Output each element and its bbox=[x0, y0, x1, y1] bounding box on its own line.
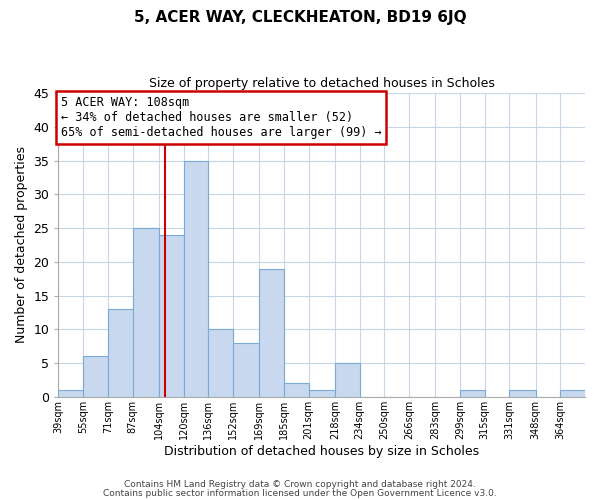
Bar bbox=[83, 356, 108, 397]
Bar bbox=[58, 390, 83, 397]
Bar bbox=[133, 228, 159, 397]
Bar bbox=[560, 390, 585, 397]
Title: Size of property relative to detached houses in Scholes: Size of property relative to detached ho… bbox=[149, 78, 494, 90]
Text: 5, ACER WAY, CLECKHEATON, BD19 6JQ: 5, ACER WAY, CLECKHEATON, BD19 6JQ bbox=[134, 10, 466, 25]
Bar bbox=[233, 343, 259, 397]
Text: 5 ACER WAY: 108sqm
← 34% of detached houses are smaller (52)
65% of semi-detache: 5 ACER WAY: 108sqm ← 34% of detached hou… bbox=[61, 96, 382, 139]
Bar bbox=[509, 390, 536, 397]
Bar bbox=[335, 363, 359, 397]
Bar bbox=[108, 309, 133, 397]
Bar bbox=[308, 390, 335, 397]
Bar bbox=[284, 384, 308, 397]
Text: Contains public sector information licensed under the Open Government Licence v3: Contains public sector information licen… bbox=[103, 489, 497, 498]
Bar bbox=[184, 160, 208, 397]
Bar bbox=[460, 390, 485, 397]
Bar bbox=[208, 330, 233, 397]
X-axis label: Distribution of detached houses by size in Scholes: Distribution of detached houses by size … bbox=[164, 444, 479, 458]
Bar bbox=[259, 268, 284, 397]
Text: Contains HM Land Registry data © Crown copyright and database right 2024.: Contains HM Land Registry data © Crown c… bbox=[124, 480, 476, 489]
Bar bbox=[159, 235, 184, 397]
Y-axis label: Number of detached properties: Number of detached properties bbox=[15, 146, 28, 344]
